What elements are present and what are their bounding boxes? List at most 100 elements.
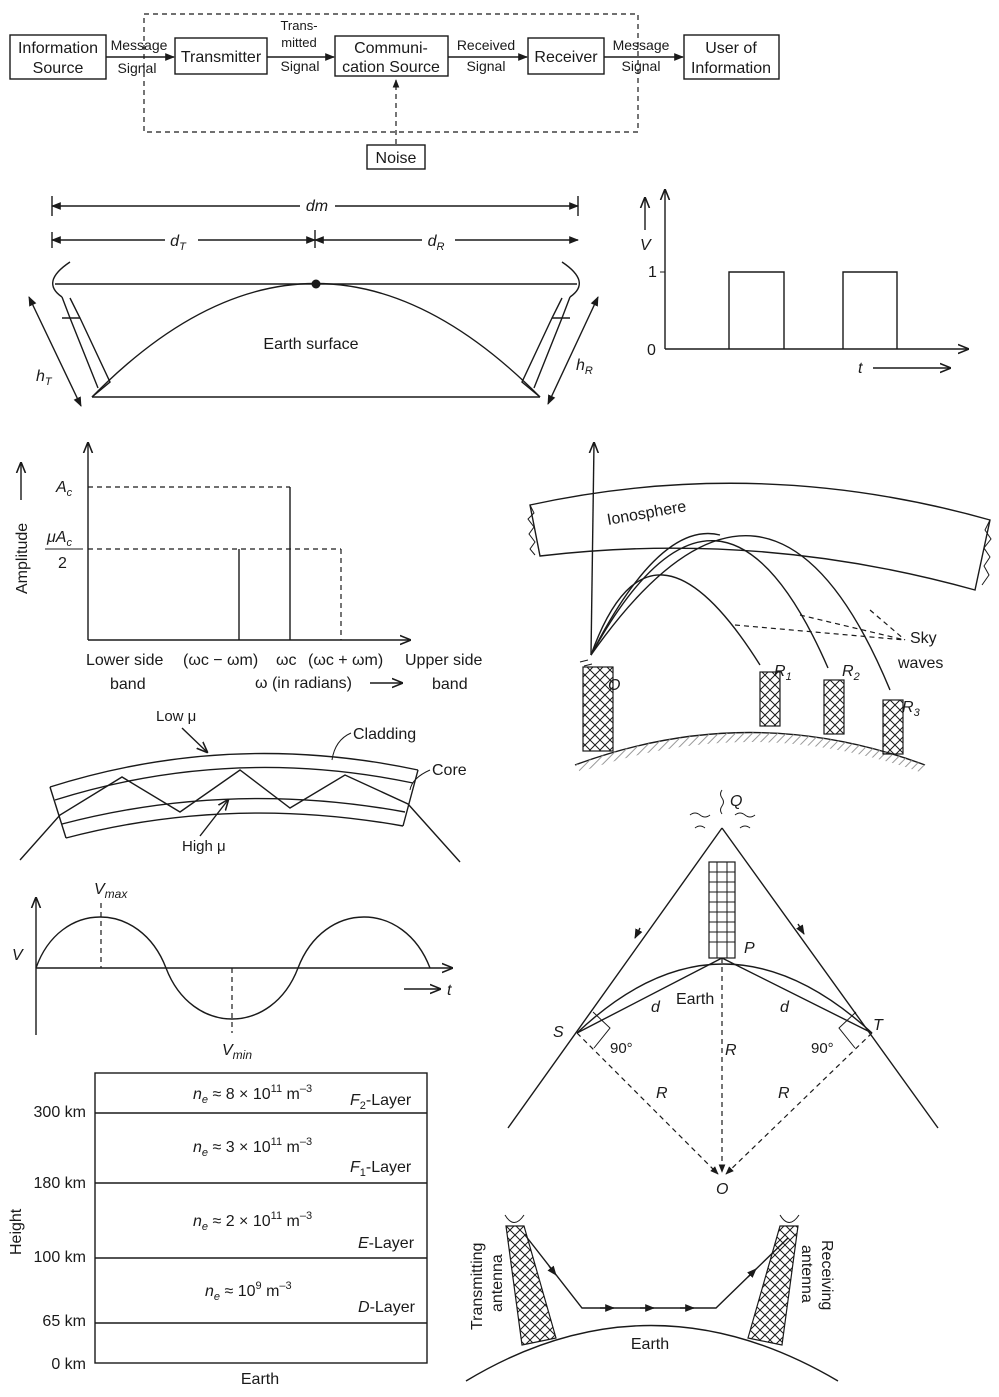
vmax-label: Vmax	[94, 881, 128, 901]
r-right-label: R	[778, 1085, 790, 1102]
p-label: P	[744, 940, 755, 957]
receiver-label: Receiver	[534, 49, 598, 66]
f2-layer-label: F2-Layer	[350, 1092, 412, 1112]
communication-block-diagram: Information Source Message Signal Transm…	[9, 13, 780, 170]
wc-label: ωc	[276, 652, 297, 669]
layers-frame	[94, 1072, 428, 1364]
ionosphere-band	[529, 482, 991, 591]
space-wave-diagram: Earth Transmitting antenna Receiving ant…	[465, 1214, 839, 1382]
svg-text:band: band	[432, 676, 468, 693]
information-source-label: Information	[18, 40, 98, 57]
svg-text:waves: waves	[897, 655, 943, 672]
ionosphere-layers-diagram: 300 km 180 km 100 km 65 km 0 km Height E…	[8, 1072, 428, 1388]
sine-curve	[35, 916, 431, 1020]
height-300: 300 km	[34, 1104, 86, 1121]
ac-label: Ac	[55, 479, 73, 499]
d-right-label: d	[780, 999, 790, 1016]
receiver-box	[527, 37, 605, 75]
earth-label: Earth	[676, 991, 714, 1008]
pulse-v-label: V	[640, 237, 652, 254]
received-signal-label: Received	[457, 37, 515, 53]
svg-text:Signal: Signal	[281, 58, 320, 74]
height-axis-label: Height	[8, 1208, 25, 1255]
svg-text:Signal: Signal	[622, 58, 661, 74]
line-of-sight-diagram: dm dT dR Earth surface hT hR	[28, 196, 599, 407]
ht-label: hT	[36, 368, 53, 388]
high-mu-label: High μ	[182, 838, 226, 855]
hr-label: hR	[576, 357, 593, 377]
omega-axis-label: ω (in radians)	[255, 675, 352, 692]
transmitter-label: Transmitter	[181, 49, 262, 66]
svg-text:band: band	[110, 676, 146, 693]
space-earth-label: Earth	[631, 1336, 669, 1353]
sky-wave-diagram: Ionosphere Sky waves O R1 R2 R3	[527, 443, 992, 772]
optical-fibre-diagram: Low μ Cladding Core High μ	[19, 708, 467, 863]
system-boundary	[143, 13, 639, 133]
svg-text:Information: Information	[691, 60, 771, 77]
tower-r1	[759, 671, 781, 727]
transmitting-antenna-label: Transmitting	[469, 1243, 486, 1330]
f2-density: ne ≈ 8 × 1011 m–3	[193, 1083, 312, 1106]
f1-layer-label: F1-Layer	[350, 1159, 412, 1179]
transmitted-signal-label: Trans-	[280, 18, 317, 33]
r3-label: R3	[902, 699, 921, 719]
d-left-label: d	[651, 999, 661, 1016]
dr-label: dR	[428, 233, 445, 253]
svg-text:cation Source: cation Source	[342, 59, 440, 76]
d-density: ne ≈ 109 m–3	[205, 1280, 292, 1303]
am-spectrum-graph: Amplitude Ac μAc 2 Lower side band (ωc −…	[14, 443, 482, 693]
sine-v-label: V	[12, 947, 24, 964]
svg-text:Signal: Signal	[118, 60, 157, 76]
cladding-outer-bottom	[65, 812, 404, 839]
vmin-label: Vmin	[222, 1042, 252, 1062]
noise-box	[366, 144, 426, 170]
o-label: O	[608, 677, 620, 694]
tv-tower	[708, 861, 736, 959]
height-0: 0 km	[51, 1356, 86, 1373]
cladding-outer-top	[49, 752, 419, 788]
d-layer-label: D-Layer	[358, 1299, 416, 1316]
f1-density: ne ≈ 3 × 1011 m–3	[193, 1136, 312, 1159]
svg-text:antenna: antenna	[798, 1245, 815, 1303]
pulse-1	[728, 271, 785, 349]
svg-text:antenna: antenna	[489, 1254, 506, 1312]
height-180: 180 km	[34, 1175, 86, 1192]
user-of-information-label: User of	[705, 40, 757, 57]
sine-wave-graph: Vmax V t Vmin	[12, 881, 452, 1062]
r-left-label: R	[656, 1085, 668, 1102]
information-source-box	[9, 34, 107, 80]
wc-minus-wm-label: (ωc − ωm)	[183, 652, 258, 669]
receiving-antenna-label: Receiving	[818, 1240, 835, 1310]
left-tangent-line	[507, 827, 723, 1129]
ionosphere-label: Ionosphere	[606, 498, 688, 529]
cladding-label: Cladding	[353, 726, 416, 743]
message-signal-label-1: Message	[111, 37, 168, 53]
space-wave-path	[524, 1234, 789, 1309]
lower-side-band-label: Lower side	[86, 652, 163, 669]
t-label: T	[873, 1017, 884, 1034]
amplitude-axis-label: Amplitude	[14, 523, 31, 594]
pulse-2	[842, 271, 898, 349]
earth-surface-label: Earth surface	[263, 336, 358, 353]
pulse-t-label: t	[858, 360, 863, 377]
right-tangent-line	[721, 827, 939, 1129]
wc-plus-wm-label: (ωc + ωm)	[308, 652, 383, 669]
svg-text:2: 2	[58, 555, 67, 572]
svg-text:Signal: Signal	[467, 58, 506, 74]
q-label: Q	[730, 793, 742, 810]
pulse-graph: V 1 0 t	[640, 190, 968, 377]
tower-r2	[823, 679, 845, 735]
sky-waves-label: Sky	[910, 630, 937, 647]
dt-label: dT	[170, 233, 187, 253]
earth-curve-bottom	[465, 1324, 839, 1382]
height-65: 65 km	[42, 1313, 86, 1330]
svg-text:Source: Source	[33, 60, 84, 77]
tv-tower-geometry: Q P Earth d d S T 90° 90° R R R O	[507, 789, 939, 1198]
receiver-tower	[533, 296, 571, 389]
earth-base-label: Earth	[241, 1371, 279, 1388]
user-of-information-box	[683, 34, 780, 80]
tower-r3	[882, 699, 904, 755]
transmitting-tower	[505, 1225, 557, 1346]
core-label: Core	[432, 762, 467, 779]
pulse-zero-label: 0	[647, 342, 656, 359]
